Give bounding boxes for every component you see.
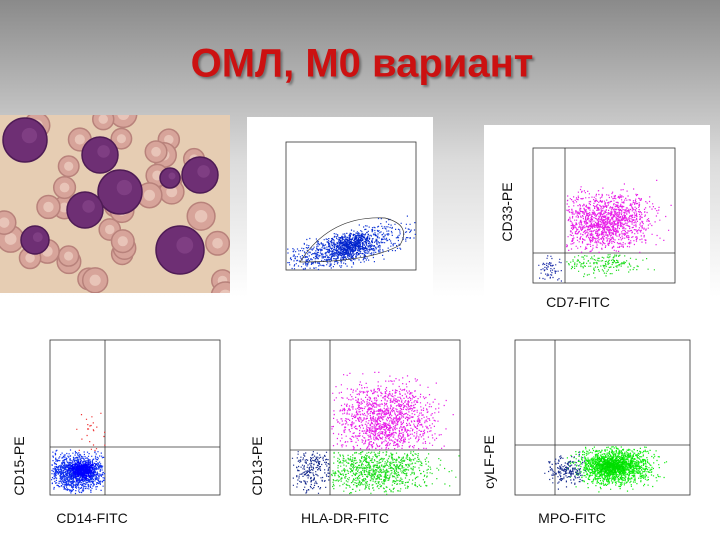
- red-cell-center: [64, 251, 74, 261]
- blast-nucleolus: [168, 172, 176, 180]
- blast-nucleolus: [116, 179, 133, 196]
- y-axis-label: cyLF-PE: [481, 435, 497, 489]
- red-cell-center: [117, 115, 130, 120]
- red-cell-center: [117, 236, 128, 247]
- dot-cloud: [566, 254, 655, 279]
- blast-nucleolus: [82, 200, 95, 213]
- red-cell-center: [98, 115, 108, 124]
- red-cell-center: [43, 201, 54, 213]
- red-cell-center: [164, 134, 174, 145]
- blast-nucleolus: [21, 127, 38, 144]
- dot-cloud: [287, 215, 416, 271]
- dot-cloud: [65, 459, 100, 482]
- plot-panel: [10, 318, 240, 532]
- plot-panel: [480, 318, 712, 532]
- dot-cloud: [587, 455, 634, 479]
- micrograph: [0, 115, 230, 293]
- red-cell-center: [116, 134, 126, 144]
- dot-cloud: [544, 451, 586, 490]
- dot-clouds: [51, 179, 672, 495]
- slide-title: ОМЛ, М0 вариант: [191, 42, 534, 86]
- frame: [285, 141, 417, 271]
- x-axis-label: CD7-FITC: [546, 294, 610, 310]
- blast-nucleolus: [176, 236, 194, 254]
- y-axis-label: CD13-PE: [249, 436, 265, 495]
- red-cell-center: [59, 182, 70, 193]
- dot-cloud: [538, 255, 562, 282]
- y-axis-label: CD33-PE: [499, 182, 515, 241]
- red-cell-center: [219, 289, 230, 293]
- frame: [49, 339, 221, 496]
- red-cell-center: [194, 209, 208, 223]
- red-cell-center: [74, 134, 85, 145]
- dot-cloud: [291, 451, 330, 494]
- red-cell-center: [64, 161, 74, 171]
- frame: [514, 339, 691, 496]
- red-cell-center: [151, 146, 161, 157]
- x-axis-label: CD14-FITC: [56, 510, 128, 526]
- blast-nucleolus: [197, 165, 210, 178]
- frame: [289, 339, 461, 496]
- red-cell-center: [143, 189, 156, 201]
- red-cell-center: [4, 233, 17, 245]
- red-cell-center: [25, 253, 35, 263]
- y-axis-label: CD15-PE: [11, 436, 27, 495]
- x-axis-label: HLA-DR-FITC: [301, 510, 389, 526]
- dot-cloud: [331, 451, 460, 495]
- dot-cloud: [331, 371, 454, 451]
- red-cell-center: [166, 186, 178, 198]
- frame: [532, 147, 676, 284]
- red-cell-center: [104, 224, 115, 235]
- gate: [299, 217, 404, 263]
- red-cell-center: [89, 274, 101, 286]
- dot-cloud: [566, 179, 672, 253]
- red-cell-center: [0, 217, 10, 228]
- red-cell: [109, 115, 138, 129]
- dot-cloud: [317, 228, 384, 265]
- blast-nucleolus: [97, 145, 110, 158]
- blast-nucleolus: [32, 232, 43, 243]
- x-axis-label: MPO-FITC: [538, 510, 606, 526]
- fsc-ssc-panel: [247, 117, 433, 300]
- red-cell-center: [212, 237, 223, 249]
- plot-panel: [484, 125, 710, 318]
